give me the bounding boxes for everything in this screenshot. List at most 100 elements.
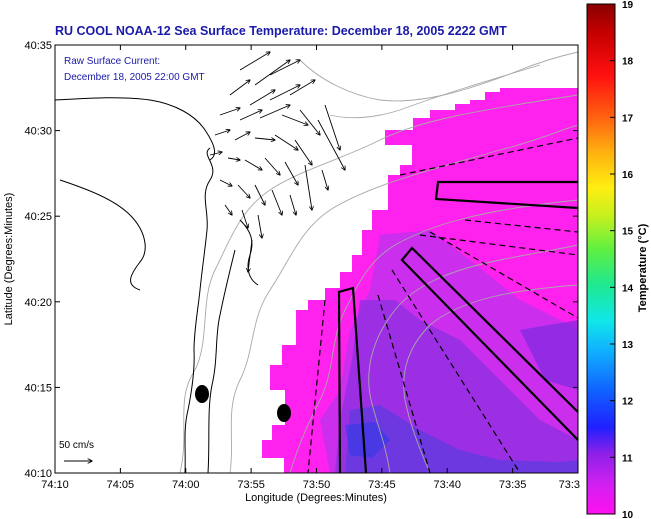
current-vector [259, 105, 290, 119]
station-marker [195, 385, 209, 403]
colorbar-tick-label: 11 [622, 453, 633, 464]
current-vector [289, 80, 315, 96]
colorbar-tick-label: 18 [622, 57, 634, 68]
y-axis-label: Latitude (Degrees:Minutes) [3, 193, 15, 326]
x-tick-label: 74:10 [41, 479, 69, 491]
annotation-line-2: December 18, 2005 22:00 GMT [64, 72, 205, 83]
current-vector [257, 214, 262, 238]
current-vector [219, 108, 240, 116]
coastline-mainland [184, 147, 214, 473]
dashed-transect [464, 219, 578, 233]
x-tick-label: 73:3 [559, 479, 580, 491]
colorbar [586, 3, 616, 515]
current-vector [249, 90, 275, 106]
bathymetry-contour [299, 51, 578, 102]
sst-cool-patch-4 [345, 422, 390, 458]
y-tick-label: 40:15 [24, 382, 52, 394]
bathymetry-contour [329, 64, 541, 119]
bathymetry-contour [368, 244, 578, 473]
x-axis-label: Longitude (Degrees:Minutes) [245, 492, 387, 504]
x-tick-label: 74:05 [107, 479, 135, 491]
current-vector [224, 204, 232, 215]
current-vector [209, 152, 222, 156]
current-vector [321, 169, 328, 190]
scale-label: 50 cm/s [59, 440, 94, 451]
dashed-transect [429, 231, 578, 319]
sst-cool-patch-5 [520, 320, 578, 390]
dashed-transects [307, 137, 578, 473]
colorbar-tick-label: 19 [622, 0, 634, 11]
dashed-transect [377, 294, 431, 473]
current-vector [219, 179, 232, 186]
transect-north [434, 180, 578, 210]
x-tick-label: 73:35 [499, 479, 527, 491]
current-vector [271, 189, 282, 215]
bathymetry-contour [229, 124, 578, 473]
colorbar-tick-label: 12 [622, 397, 634, 408]
current-vector [289, 194, 296, 215]
current-vector [304, 164, 312, 210]
colorbar-tick-label: 14 [622, 283, 634, 294]
sst-cool-patches [320, 230, 578, 473]
current-vector [254, 138, 275, 140]
bathymetry-contour [289, 199, 578, 473]
current-vector [284, 161, 298, 185]
colorbar-tick-label: 15 [622, 227, 634, 238]
bathymetry-contours [179, 51, 578, 473]
x-tick-label: 73:40 [433, 479, 461, 491]
colorbar-tick-label: 16 [622, 170, 634, 181]
coastline-barrier-island [207, 249, 236, 473]
current-vector [264, 157, 280, 175]
colorbar-tick-label: 10 [622, 510, 634, 519]
dashed-transect [307, 299, 326, 473]
current-vector [317, 119, 345, 170]
coastline-bay-shore [55, 97, 216, 161]
current-vector [239, 52, 270, 71]
dashed-transect [419, 234, 578, 256]
transect-vertical [337, 286, 368, 473]
bathymetry-contour [403, 284, 578, 473]
y-tick-label: 40:25 [24, 211, 52, 223]
current-vector [234, 132, 250, 141]
current-vector [214, 130, 230, 136]
current-vector [324, 104, 340, 150]
current-vector [269, 60, 300, 76]
plot-area [55, 45, 578, 473]
x-axis-ticks: 74:10 74:05 74:00 73:55 73:50 73:45 73:40 73:35… [41, 45, 580, 491]
current-vector [254, 60, 290, 86]
x-tick-label: 73:45 [368, 479, 396, 491]
y-axis-ticks: 40:35 40:30 40:25 40:20 40:15 40:10 [24, 40, 578, 480]
y-tick-label: 40:20 [24, 297, 52, 309]
colorbar-ticks: 19 18 17 16 15 14 13 12 11 10 [610, 0, 634, 519]
current-vector [227, 158, 240, 160]
x-tick-label: 74:00 [172, 479, 200, 491]
current-vector [229, 80, 250, 96]
x-tick-label: 73:50 [303, 479, 331, 491]
y-tick-label: 40:35 [24, 40, 52, 52]
current-vector [244, 159, 262, 170]
current-vector [237, 184, 250, 198]
dashed-transect [399, 137, 578, 176]
current-vector [299, 109, 320, 135]
current-vector [254, 184, 265, 205]
y-tick-label: 40:10 [24, 468, 52, 480]
colorbar-label: Temperature (°C) [637, 223, 649, 312]
transect-diagonal [400, 246, 578, 441]
y-tick-label: 40:30 [24, 126, 52, 138]
station-marker [277, 404, 291, 422]
current-vector [281, 114, 308, 125]
colorbar-tick-label: 17 [622, 113, 634, 124]
current-vector [274, 134, 298, 150]
chart-title: RU COOL NOAA-12 Sea Surface Temperature:… [55, 24, 507, 38]
current-vector [241, 209, 248, 228]
current-vector [239, 110, 262, 121]
colorbar-tick-label: 13 [622, 340, 634, 351]
annotation-line-1: Raw Surface Current: [64, 56, 160, 67]
transect-lines [337, 180, 578, 473]
sst-cool-patch-3 [345, 405, 578, 473]
coastline-inlet [59, 179, 146, 291]
current-vector [294, 139, 312, 165]
x-tick-label: 73:55 [237, 479, 265, 491]
current-vector [248, 239, 253, 272]
